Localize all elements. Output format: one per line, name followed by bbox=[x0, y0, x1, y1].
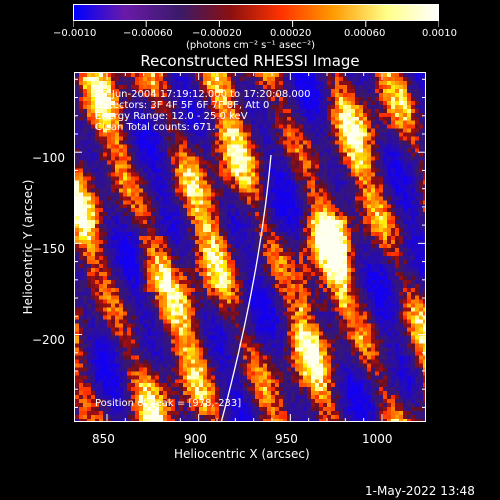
colorbar-tick-label-1: −0.0010 bbox=[53, 28, 97, 39]
limb-overlay bbox=[220, 154, 272, 421]
solar-limb-line bbox=[220, 154, 272, 421]
colorbar-tick-label-4: 0.00020 bbox=[270, 28, 312, 39]
colorbar bbox=[73, 4, 439, 21]
colorbar-tick-label-5: 0.00060 bbox=[344, 28, 386, 39]
rhessi-image bbox=[75, 73, 425, 421]
annotation-detectors: Detectors: 3F 4F 5F 6F 7F 8F, Att 0 bbox=[95, 100, 270, 111]
colorbar-tick-label-3: −0.00020 bbox=[192, 28, 242, 39]
y-tick-label-2: −150 bbox=[32, 242, 65, 256]
footer-timestamp: 1-May-2022 13:48 bbox=[365, 484, 475, 498]
x-tick-label-3: 950 bbox=[275, 432, 298, 446]
colorbar-units: (photons cm⁻² s⁻¹ asec⁻²) bbox=[186, 40, 316, 51]
annotation-peak: Position of Peak = [978,-233] bbox=[95, 398, 242, 409]
y-axis-label: Heliocentric Y (arcsec) bbox=[21, 179, 35, 315]
colorbar-ticks bbox=[73, 21, 439, 27]
annotation-energy: Energy Range: 12.0 - 25.0 keV bbox=[95, 111, 248, 122]
x-tick-label-2: 900 bbox=[184, 432, 207, 446]
colorbar-tick-label-6: 0.0010 bbox=[422, 28, 457, 39]
image-panel: 28-Jun-2004 17:19:12.000 to 17:20:08.000… bbox=[74, 72, 426, 422]
plot-title: Reconstructed RHESSI Image bbox=[140, 52, 360, 70]
x-axis-label: Heliocentric X (arcsec) bbox=[174, 447, 310, 461]
annotation-clean-counts: Clean Total counts: 671. bbox=[95, 122, 216, 133]
x-tick-label-4: 1000 bbox=[362, 432, 393, 446]
y-tick-label-1: −100 bbox=[32, 151, 65, 165]
annotation-time: 28-Jun-2004 17:19:12.000 to 17:20:08.000 bbox=[95, 89, 311, 100]
y-tick-label-3: −200 bbox=[32, 333, 65, 347]
x-tick-label-1: 850 bbox=[92, 432, 115, 446]
colorbar-tick-label-2: −0.00060 bbox=[123, 28, 173, 39]
